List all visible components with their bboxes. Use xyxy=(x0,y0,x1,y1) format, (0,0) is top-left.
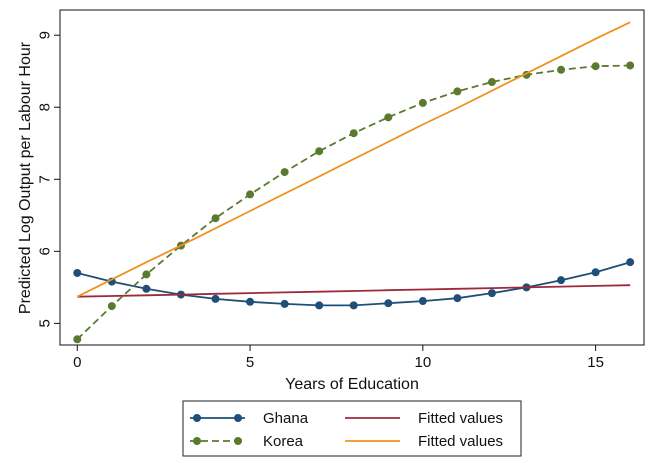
y-tick-label: 5 xyxy=(37,319,54,327)
data-point xyxy=(349,301,358,310)
data-point xyxy=(73,335,82,344)
data-point xyxy=(453,294,462,303)
legend-label: Fitted values xyxy=(418,410,503,427)
y-tick-label: 9 xyxy=(37,31,54,39)
legend-marker xyxy=(193,437,201,445)
data-point xyxy=(280,299,289,308)
data-point xyxy=(107,302,116,311)
legend: Ghana Fitted values Korea Fitted values xyxy=(182,400,522,457)
legend-label: Korea xyxy=(263,433,304,450)
y-axis-title: Predicted Log Output per Labour Hour xyxy=(17,41,34,314)
legend-box xyxy=(182,400,522,457)
data-point xyxy=(418,297,427,306)
legend-marker xyxy=(234,414,242,422)
legend-label: Ghana xyxy=(263,410,309,427)
data-point xyxy=(246,190,255,199)
data-point xyxy=(487,289,496,298)
series-3 xyxy=(76,21,631,298)
y-tick-label: 6 xyxy=(37,247,54,255)
y-axis: 5 6 7 8 9 xyxy=(37,31,60,328)
data-point xyxy=(349,129,358,138)
data-point xyxy=(626,258,635,267)
x-tick-label: 0 xyxy=(73,354,81,371)
data-point xyxy=(384,113,393,122)
series-line xyxy=(76,64,631,340)
data-point xyxy=(591,268,600,277)
series-2 xyxy=(73,61,635,344)
data-point xyxy=(557,65,566,74)
legend-marker xyxy=(193,414,201,422)
series-line xyxy=(76,21,631,298)
legend-marker xyxy=(234,437,242,445)
series-layer xyxy=(73,21,635,344)
data-point xyxy=(626,61,635,70)
data-point xyxy=(73,268,82,277)
y-tick-label: 8 xyxy=(37,103,54,111)
data-point xyxy=(211,214,220,223)
data-point xyxy=(142,284,151,293)
data-point xyxy=(280,168,289,177)
series-0 xyxy=(73,258,635,310)
x-tick-label: 10 xyxy=(414,354,431,371)
x-tick-label: 5 xyxy=(246,354,254,371)
data-point xyxy=(246,297,255,306)
data-point xyxy=(315,147,324,156)
x-tick-label: 15 xyxy=(587,354,604,371)
series-1 xyxy=(77,284,631,298)
data-point xyxy=(487,78,496,87)
series-line xyxy=(77,284,631,298)
legend-label: Fitted values xyxy=(418,433,503,450)
series-line xyxy=(77,261,631,307)
data-point xyxy=(384,299,393,308)
y-tick-label: 7 xyxy=(37,175,54,183)
data-point xyxy=(453,87,462,96)
data-point xyxy=(418,98,427,107)
data-point xyxy=(591,62,600,71)
plot-frame xyxy=(59,9,645,346)
data-point xyxy=(211,294,220,303)
data-point xyxy=(315,301,324,310)
x-axis-title: Years of Education xyxy=(285,376,419,393)
data-point xyxy=(557,276,566,285)
x-axis: 0 5 10 15 xyxy=(73,345,604,371)
data-point xyxy=(142,270,151,279)
